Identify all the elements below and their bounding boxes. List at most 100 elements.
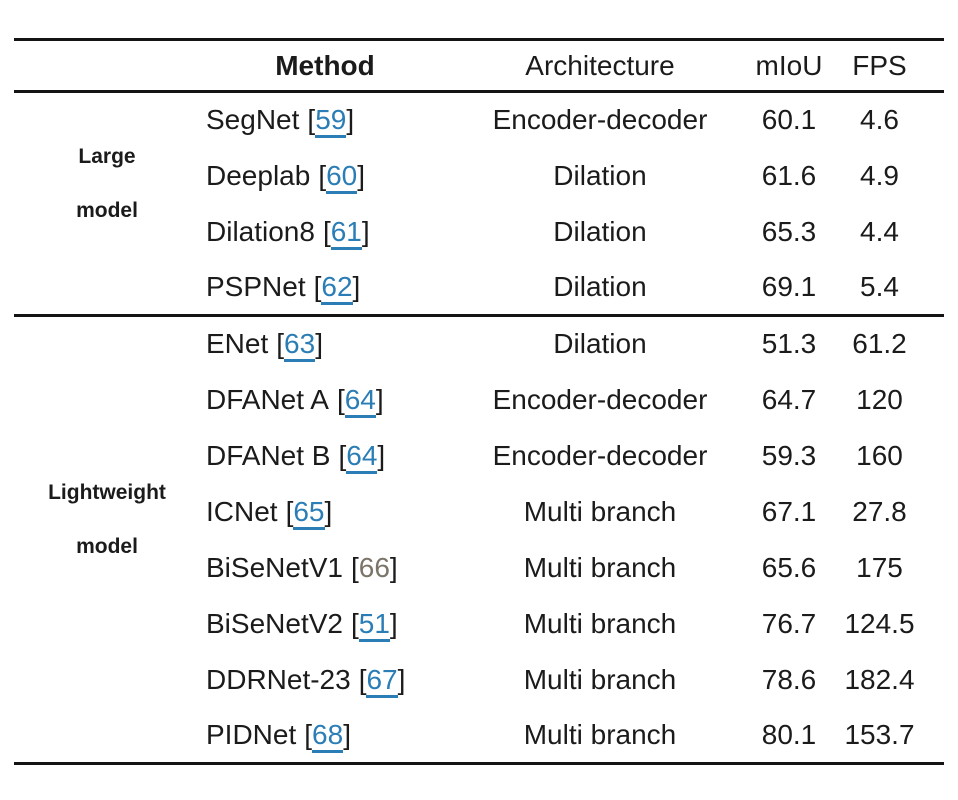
citation-link[interactable]: 51 [358, 607, 390, 642]
benchmark-table: Method Architecture mIoU FPS Large model S… [14, 38, 944, 765]
citation-link[interactable]: 63 [284, 328, 316, 363]
method-cell: DDRNet-23 [67] [200, 652, 450, 708]
miou-cell: 61.6 [761, 159, 817, 191]
method-cell: ENet [63] [200, 316, 450, 372]
method-name: PIDNet [206, 718, 297, 750]
table-row: DFANet A [64] Encoder-decoder 64.7 120 [14, 372, 944, 428]
fps-cell: 124.5 [844, 607, 915, 639]
citation-link[interactable]: 61 [330, 215, 362, 250]
citation-bracket-close: ] [343, 718, 351, 750]
table-group: Large model SegNet [59] Encoder-decoder 60.1 4… [14, 92, 944, 316]
table-group: Lightweight model ENet [63] Dilation 51.3 61.2… [14, 315, 944, 764]
table-row: Large model SegNet [59] Encoder-decoder 60.1 4… [14, 92, 944, 222]
group-label-line: Lightweight [48, 480, 166, 504]
method-cell: Dilation8 [61] [200, 204, 450, 260]
citation-bracket-close: ] [397, 663, 406, 695]
group-label: Lightweight model [14, 481, 200, 558]
group-label-line: model [76, 199, 138, 222]
citation-bracket-open: [ [338, 439, 347, 471]
citation-bracket-close: ] [361, 215, 370, 247]
table-row: Lightweight model ENet [63] Dilation 51.3 61.2 [14, 316, 944, 558]
citation-bracket-close: ] [346, 104, 355, 136]
citation-bracket-open: [ [322, 215, 331, 247]
col-header-miou: mIoU [755, 49, 823, 81]
miou-cell: 78.6 [761, 663, 817, 695]
fps-cell: 5.4 [860, 270, 899, 302]
table-row: PSPNet [62] Dilation 69.1 5.4 [14, 260, 944, 316]
miou-cell: 60.1 [761, 104, 817, 136]
citation-link[interactable]: 64 [346, 439, 378, 474]
method-name: DFANet B [206, 439, 331, 471]
fps-cell: 160 [856, 439, 903, 471]
table-header: Method Architecture mIoU FPS [14, 40, 944, 92]
fps-cell: 4.9 [860, 159, 899, 191]
architecture-cell: Multi branch [523, 718, 677, 750]
fps-cell: 4.6 [860, 104, 899, 136]
architecture-cell: Multi branch [523, 607, 677, 639]
method-name: PSPNet [206, 270, 306, 302]
citation-link[interactable]: 62 [321, 270, 353, 305]
miou-cell: 69.1 [761, 270, 817, 302]
table-row: Deeplab [60] Dilation 61.6 4.9 [14, 148, 944, 204]
fps-cell: 61.2 [852, 328, 907, 360]
method-cell: Deeplab [60] [200, 148, 450, 204]
group-label-cell: Lightweight model [14, 316, 200, 764]
citation-bracket-close: ] [315, 328, 323, 360]
citation-link[interactable]: 65 [293, 495, 325, 530]
citation-link[interactable]: 64 [344, 383, 376, 418]
citation-bracket-open: [ [313, 270, 322, 302]
method-cell: BiSeNetV2 [51] [200, 596, 450, 652]
table-row: PIDNet [68] Multi branch 80.1 153.7 [14, 708, 944, 764]
miou-cell: 51.3 [761, 328, 817, 360]
method-name: DFANet A [206, 383, 329, 415]
citation-link[interactable]: 68 [312, 718, 344, 753]
method-name: BiSeNetV2 [206, 607, 343, 639]
method-cell: PSPNet [62] [200, 260, 450, 316]
miou-cell: 80.1 [761, 718, 817, 750]
fps-cell: 175 [856, 551, 903, 583]
citation-link[interactable]: 67 [366, 663, 398, 698]
table-row: BiSeNetV1 [66] Multi branch 65.6 175 [14, 540, 944, 596]
citation-plain: 66 [358, 551, 390, 583]
method-name: ICNet [206, 495, 278, 527]
fps-cell: 120 [856, 383, 903, 415]
citation-bracket-open: [ [350, 551, 359, 583]
architecture-cell: Encoder-decoder [492, 104, 708, 136]
citation-bracket-open: [ [336, 383, 345, 415]
citation-bracket-open: [ [304, 718, 313, 750]
method-cell: BiSeNetV1 [66] [200, 540, 450, 596]
architecture-cell: Multi branch [523, 551, 677, 583]
architecture-cell: Dilation [553, 215, 647, 247]
citation-bracket-close: ] [375, 383, 384, 415]
method-cell: ICNet [65] [200, 484, 450, 540]
miou-cell: 59.3 [761, 439, 817, 471]
method-name: DDRNet-23 [206, 663, 351, 695]
group-column-header [14, 40, 200, 92]
miou-cell: 65.6 [761, 551, 817, 583]
citation-bracket-close: ] [389, 551, 398, 583]
miou-cell: 64.7 [761, 383, 817, 415]
citation-link[interactable]: 59 [315, 104, 347, 139]
table-row: DDRNet-23 [67] Multi branch 78.6 182.4 [14, 652, 944, 708]
miou-cell: 65.3 [761, 215, 817, 247]
group-label: Large model [14, 145, 200, 222]
method-name: ENet [206, 328, 269, 360]
method-cell: PIDNet [68] [200, 708, 450, 764]
citation-bracket-open: [ [285, 495, 294, 527]
method-name: Dilation8 [206, 215, 315, 247]
citation-bracket-open: [ [276, 328, 285, 360]
col-header-fps: FPS [852, 49, 907, 81]
citation-bracket-close: ] [377, 439, 386, 471]
fps-cell: 4.4 [860, 215, 899, 247]
table-row: Dilation8 [61] Dilation 65.3 4.4 [14, 204, 944, 260]
method-cell: DFANet B [64] [200, 428, 450, 484]
architecture-cell: Multi branch [523, 495, 677, 527]
method-cell: DFANet A [64] [200, 372, 450, 428]
table-row: ICNet [65] Multi branch 67.1 27.8 [14, 484, 944, 540]
citation-link[interactable]: 60 [326, 159, 358, 194]
fps-cell: 182.4 [844, 663, 915, 695]
architecture-cell: Dilation [553, 328, 647, 360]
citation-bracket-open: [ [350, 607, 359, 639]
method-name: SegNet [206, 104, 300, 136]
group-label-line: model [76, 535, 138, 558]
